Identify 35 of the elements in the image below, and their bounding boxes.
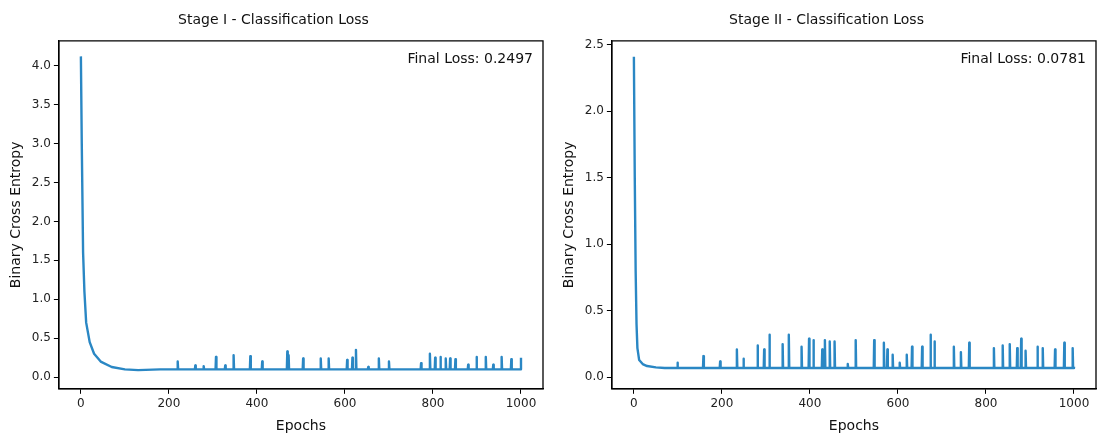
y-axis-title: Binary Cross Entropy [7,141,24,289]
y-tick-label: 0.5 [31,330,51,345]
x-tick-label: 200 [157,396,181,411]
x-axis-title: Epochs [275,417,327,434]
y-tick-label: 0.5 [584,302,604,317]
x-tick-label: 400 [798,396,822,411]
y-tick-label: 2.5 [584,36,604,51]
annotation: Final Loss: 0.2497 [407,50,533,67]
y-tick-label: 1.0 [31,291,51,306]
x-tick-label: 0 [630,396,638,411]
chart-title: Stage I - Classification Loss [178,11,369,28]
y-tick-label: 4.0 [31,57,51,72]
y-tick-label: 2.5 [31,174,51,189]
y-tick-label: 1.5 [31,252,51,267]
y-tick-label: 1.5 [584,169,604,184]
x-tick-label: 600 [333,396,357,411]
y-tick-label: 0.0 [31,369,51,384]
x-axis-title: Epochs [828,417,880,434]
x-tick-label: 800 [974,396,998,411]
x-tick-label: 400 [245,396,269,411]
y-tick-label: 2.0 [31,213,51,228]
x-tick-label: 200 [710,396,734,411]
annotation: Final Loss: 0.0781 [960,50,1086,67]
y-axis-title: Binary Cross Entropy [560,141,577,289]
x-tick-label: 600 [886,396,910,411]
y-tick-label: 0.0 [584,369,604,384]
x-tick-label: 1000 [1058,396,1090,411]
y-tick-label: 1.0 [584,236,604,251]
y-tick-label: 3.0 [31,135,51,150]
x-tick-label: 800 [421,396,445,411]
x-tick-label: 0 [77,396,85,411]
y-tick-label: 2.0 [584,103,604,118]
chart-title: Stage II - Classification Loss [729,11,924,28]
x-tick-label: 1000 [505,396,537,411]
y-tick-label: 3.5 [31,96,51,111]
